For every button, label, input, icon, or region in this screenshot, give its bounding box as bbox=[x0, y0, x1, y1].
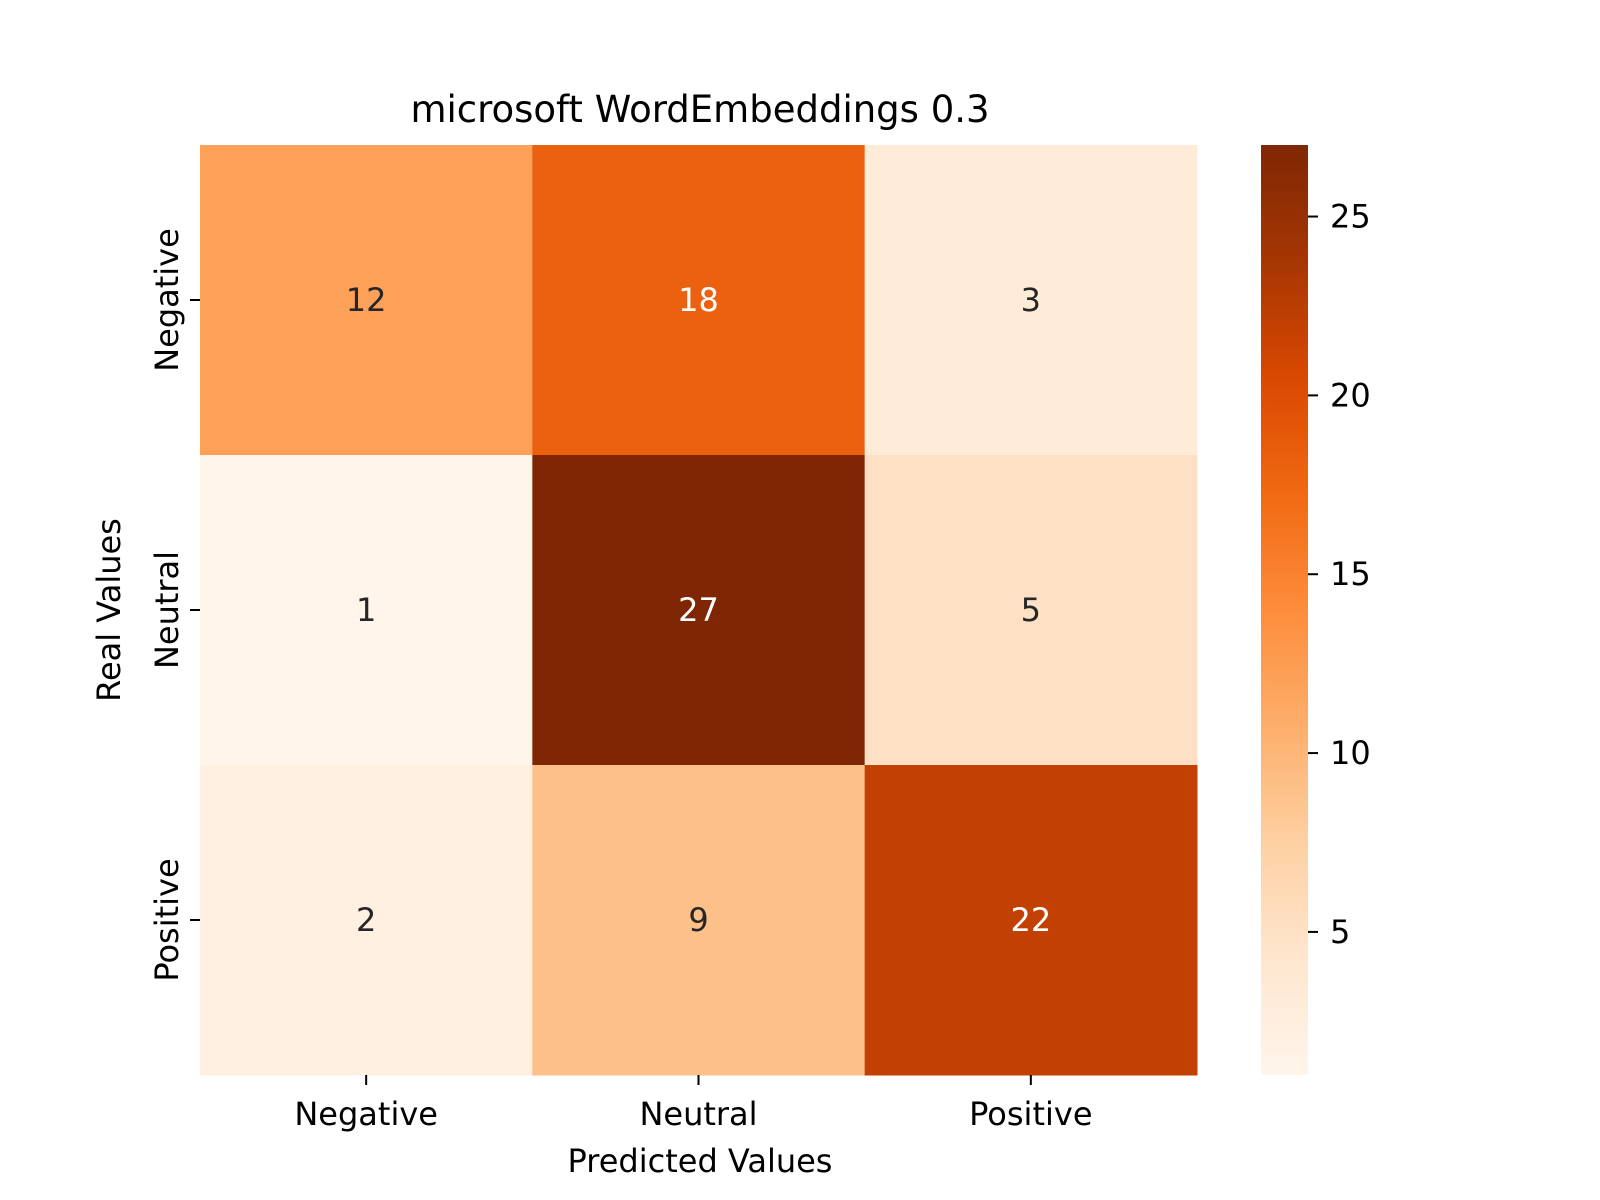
heatmap-cell-r0-c0 bbox=[200, 145, 533, 456]
cell-value-label: 9 bbox=[688, 901, 708, 939]
colorbar-tick-label: 5 bbox=[1330, 913, 1350, 951]
colorbar-tick-label: 20 bbox=[1330, 376, 1371, 414]
cell-value-label: 5 bbox=[1021, 591, 1041, 629]
colorbar: 5 10 15 20 25 bbox=[1261, 145, 1371, 1075]
heatmap-cell-r1-c0 bbox=[200, 455, 533, 766]
cell-value-label: 2 bbox=[356, 901, 376, 939]
heatmap-cells: 12 18 3 1 27 5 2 9 22 bbox=[200, 145, 1198, 1076]
cell-value-label: 27 bbox=[678, 591, 719, 629]
x-tick-label: Negative bbox=[294, 1095, 438, 1133]
x-axis-ticks: Negative Neutral Positive bbox=[294, 1075, 1093, 1133]
y-axis-ticks: Negative Neutral Positive bbox=[148, 228, 200, 982]
x-axis-label: Predicted Values bbox=[568, 1142, 833, 1180]
cell-value-label: 18 bbox=[678, 281, 719, 319]
heatmap-cell-r2-c1 bbox=[532, 765, 866, 1076]
x-tick-label: Neutral bbox=[639, 1095, 757, 1133]
colorbar-tick-label: 15 bbox=[1330, 555, 1371, 593]
colorbar-gradient bbox=[1261, 145, 1308, 1075]
heatmap-cell-r0-c1 bbox=[532, 145, 866, 456]
y-tick-label: Neutral bbox=[148, 551, 186, 669]
colorbar-tick-label: 10 bbox=[1330, 734, 1371, 772]
cell-value-label: 12 bbox=[346, 281, 387, 319]
x-tick-label: Positive bbox=[969, 1095, 1092, 1133]
y-tick-label: Negative bbox=[148, 228, 186, 372]
heatmap-cell-r2-c0 bbox=[200, 765, 533, 1076]
heatmap-cell-r1-c2 bbox=[864, 455, 1198, 766]
y-tick-label: Positive bbox=[148, 858, 186, 981]
heatmap-cell-r0-c2 bbox=[864, 145, 1198, 456]
heatmap-cell-r2-c2 bbox=[864, 765, 1198, 1076]
cell-value-label: 22 bbox=[1010, 901, 1051, 939]
colorbar-tick-label: 25 bbox=[1330, 198, 1371, 236]
cell-value-label: 3 bbox=[1021, 281, 1041, 319]
chart-title: microsoft WordEmbeddings 0.3 bbox=[410, 88, 989, 131]
cell-value-label: 1 bbox=[356, 591, 376, 629]
heatmap-cell-r1-c1 bbox=[532, 455, 866, 766]
y-axis-label: Real Values bbox=[90, 518, 128, 702]
